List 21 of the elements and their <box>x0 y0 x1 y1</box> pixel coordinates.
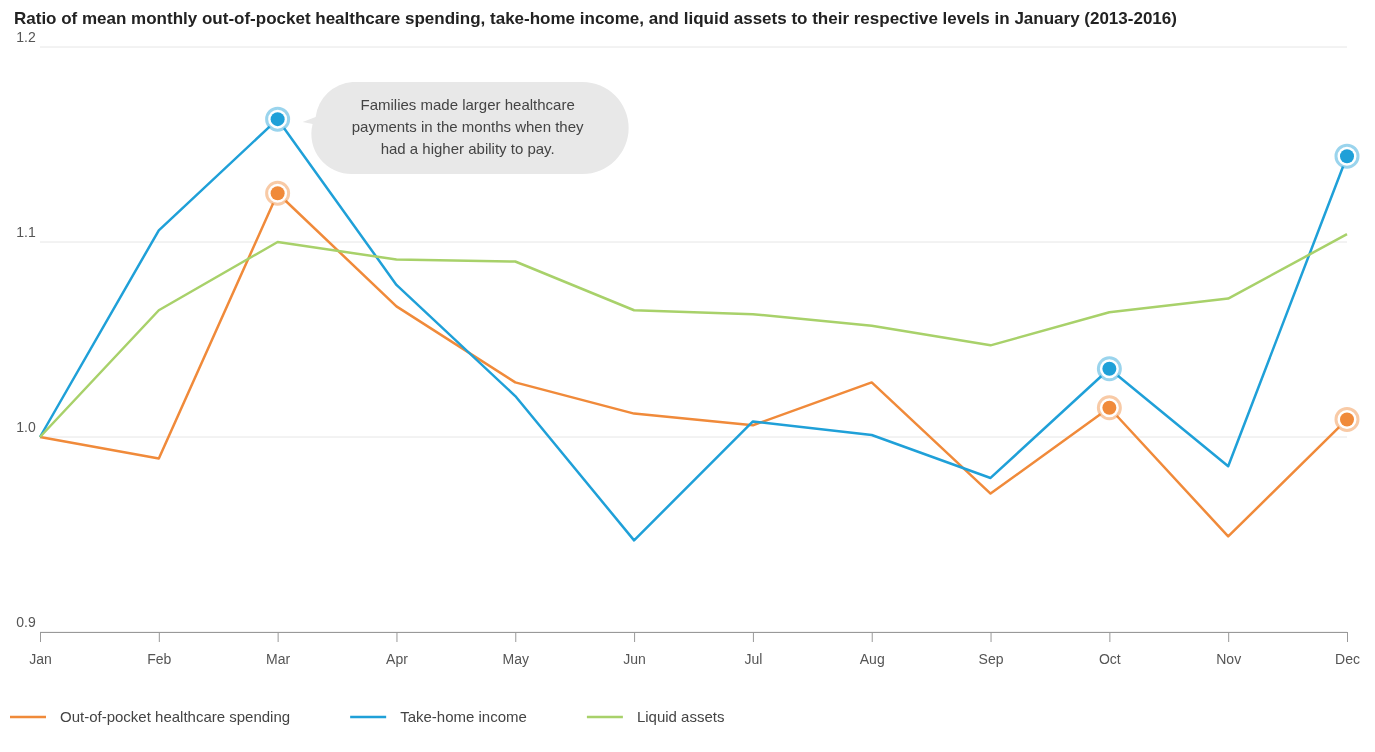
y-tick-label: 1.0 <box>16 419 36 435</box>
y-tick-label: 1.2 <box>16 29 36 45</box>
legend-label: Out-of-pocket healthcare spending <box>60 708 291 725</box>
chart-title: Ratio of mean monthly out-of-pocket healthcare spending, take-home income, and liquid assets to their respective levels in January (2013-2016) <box>14 9 1177 28</box>
legend-label: Take-home income <box>400 708 527 725</box>
x-tick-label: Apr <box>386 650 409 667</box>
legend-label: Liquid assets <box>636 708 725 725</box>
x-tick-label: Jun <box>623 650 646 667</box>
y-tick-label: 0.9 <box>16 614 36 630</box>
x-tick-label: May <box>502 650 529 667</box>
x-tick-label: Sep <box>978 650 1004 667</box>
x-tick-label: Aug <box>859 650 885 667</box>
x-tick-label: Oct <box>1098 650 1121 667</box>
y-tick-label: 1.1 <box>16 224 36 240</box>
x-tick-label: Jan <box>29 650 52 667</box>
annotation: Families made larger healthcare payments in the months when they had a higher ability to pay. <box>351 96 585 157</box>
x-tick-label: Feb <box>147 650 172 667</box>
x-tick-label: Mar <box>266 650 291 667</box>
x-tick-label: Dec <box>1335 650 1360 667</box>
x-tick-label: Jul <box>744 650 763 667</box>
x-tick-label: Nov <box>1216 650 1242 667</box>
